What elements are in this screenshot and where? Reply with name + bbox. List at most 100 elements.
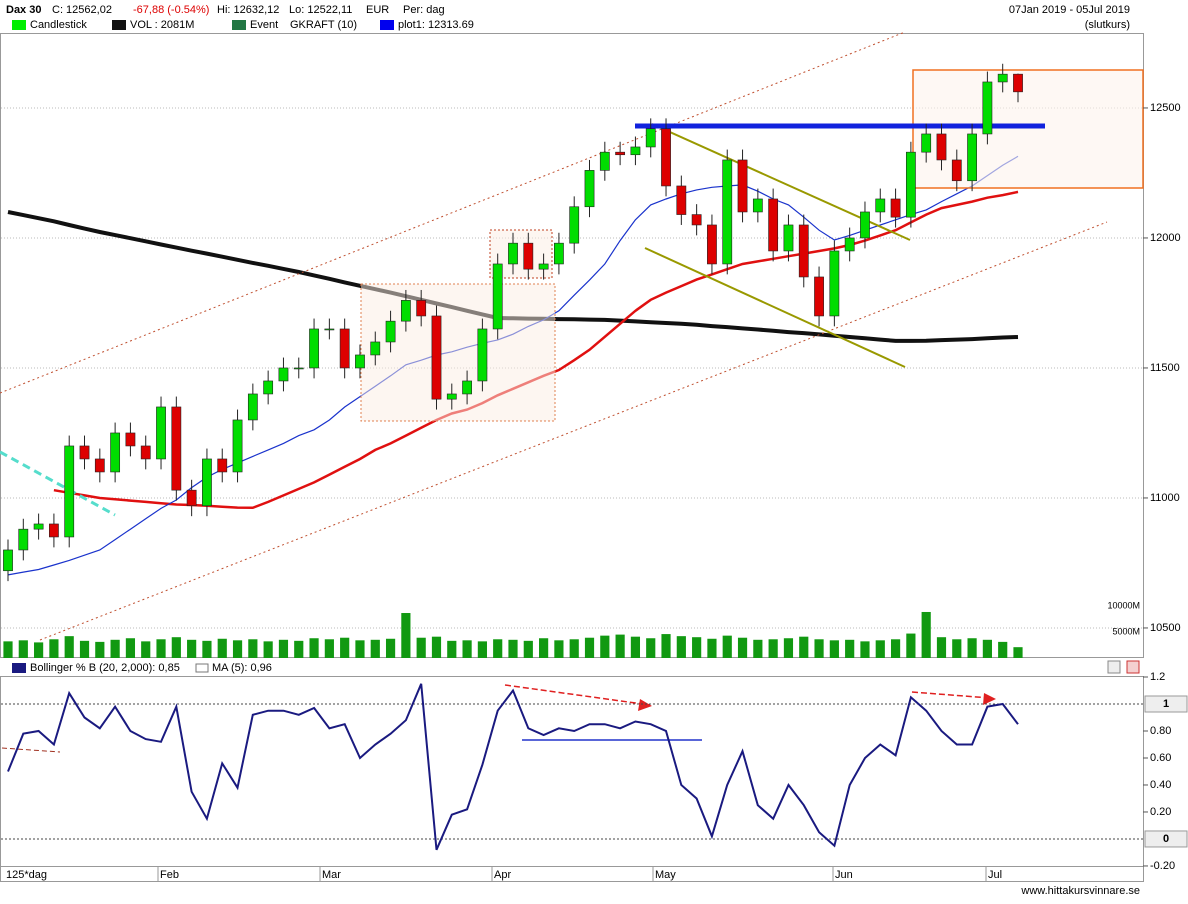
volume-bar: [79, 640, 90, 658]
y-tick-label: 0: [1163, 833, 1169, 845]
volume-bar: [921, 611, 931, 658]
candle-body: [492, 263, 503, 330]
volume-bar: [493, 639, 503, 658]
candle-body: [125, 432, 136, 447]
y-tick-label: 0.40: [1150, 779, 1171, 791]
candle-body: [890, 198, 901, 218]
volume-bar: [64, 636, 74, 658]
legend-item[interactable]: Event: [250, 19, 278, 31]
candle-body: [416, 300, 427, 317]
y-tick-label: 12500: [1150, 102, 1181, 114]
candle-body: [33, 523, 44, 530]
candle-body: [79, 445, 90, 460]
change: -67,88 (-0.54%): [133, 4, 209, 16]
tick-box: [1144, 695, 1188, 713]
y-tick-label: 0.80: [1150, 725, 1171, 737]
price-note: (slutkurs): [1085, 19, 1130, 31]
arrow-head: [983, 693, 996, 705]
volume-bar: [707, 638, 717, 658]
candle-body: [768, 198, 779, 252]
volume-bar: [722, 635, 732, 658]
y-tick-label: 12000: [1150, 232, 1181, 244]
candle-body: [324, 328, 335, 331]
volume-bar: [998, 641, 1008, 658]
candle-body: [554, 242, 564, 265]
close-button[interactable]: [1126, 660, 1140, 674]
candle-body: [355, 354, 365, 369]
volume-bar: [646, 638, 656, 658]
volume-bar: [890, 639, 901, 658]
y-tick-label: 0.60: [1150, 752, 1171, 764]
candle-body: [186, 489, 197, 507]
y-tick-label: 1.2: [1150, 671, 1165, 683]
volume-bar: [600, 635, 610, 658]
legend-swatch: [380, 20, 394, 30]
indicator-title: Bollinger % B (20, 2,000): 0,85: [30, 662, 180, 674]
channel-line: [39, 221, 1108, 641]
candle-body: [997, 73, 1008, 83]
volume-bar: [1013, 647, 1023, 658]
candle-body: [1013, 73, 1023, 93]
volume-tick-label: 5000M: [1112, 626, 1140, 636]
candle-body: [905, 151, 916, 218]
candle-body: [508, 242, 518, 265]
candle-body: [232, 419, 243, 473]
arrow-head: [638, 699, 652, 711]
volume-bar: [141, 641, 151, 658]
volume-bar: [737, 637, 748, 658]
candle-body: [370, 341, 381, 356]
candle-body: [967, 133, 977, 182]
volume-bar: [447, 640, 457, 658]
candle-body: [3, 549, 13, 572]
volume-bar: [661, 634, 671, 658]
volume-bar: [845, 639, 855, 658]
volume-bar: [125, 638, 136, 658]
volume-bar: [324, 639, 334, 658]
candle-body: [94, 458, 105, 473]
x-tick-label: 125*dag: [6, 869, 47, 881]
legend-swatch: [195, 663, 209, 673]
candle-body: [783, 224, 794, 252]
candle-body: [599, 151, 610, 171]
settings-button[interactable]: [1107, 660, 1121, 674]
y-tick-label: 11000: [1150, 492, 1180, 504]
divergence-arrow: [504, 684, 651, 706]
candle-body: [584, 170, 595, 208]
volume-bar: [814, 639, 824, 658]
x-tick-label: Mar: [322, 869, 341, 881]
candle-body: [630, 146, 641, 156]
volume-bar: [263, 641, 273, 658]
candle-body: [951, 159, 962, 182]
volume-bar: [554, 640, 564, 658]
volume-bar: [875, 640, 885, 658]
candle-body: [156, 406, 166, 460]
candle-body: [860, 211, 870, 239]
legend-item[interactable]: plot1: 12313.69: [398, 19, 474, 31]
legend-item[interactable]: GKRAFT (10): [290, 19, 357, 31]
volume-bar: [768, 639, 778, 658]
volume-bar: [156, 639, 166, 658]
candle-body: [171, 406, 182, 491]
volume-bar: [615, 634, 625, 658]
legend-item[interactable]: VOL : 2081M: [130, 19, 194, 31]
candle-body: [202, 458, 212, 507]
candle-body: [400, 300, 411, 322]
x-tick-label: Apr: [494, 869, 511, 881]
candle-body: [798, 224, 809, 278]
legend-item[interactable]: Candlestick: [30, 19, 87, 31]
candle-body: [278, 367, 289, 382]
volume-bar: [630, 636, 641, 658]
candle-body: [263, 380, 274, 395]
tick-box: [1144, 830, 1188, 848]
candle-body: [140, 445, 151, 460]
volume-bar: [569, 639, 579, 658]
candle-body: [645, 128, 656, 148]
candle-body: [477, 328, 488, 382]
trend-line: [0, 450, 116, 517]
symbol: Dax 30: [6, 4, 41, 16]
volume-bar: [431, 636, 442, 658]
y-tick-label: 11500: [1150, 362, 1180, 374]
volume-bar: [294, 640, 304, 658]
candle-body: [676, 185, 687, 215]
